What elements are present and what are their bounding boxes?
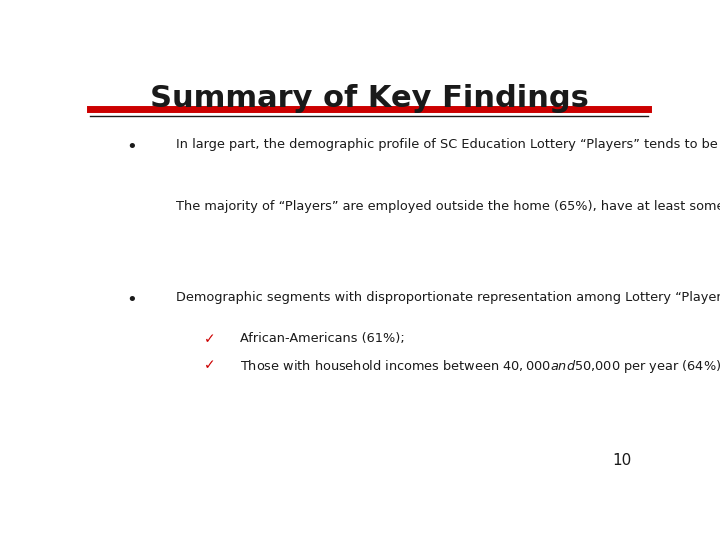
Text: •: • (127, 292, 138, 309)
Text: Those with household incomes between $40,000 and $50,000 per year (64%), between: Those with household incomes between $40… (240, 358, 720, 375)
Text: Demographic segments with disproportionate representation among Lottery “Players: Demographic segments with disproportiona… (176, 292, 720, 305)
Text: Summary of Key Findings: Summary of Key Findings (150, 84, 588, 112)
Text: 10: 10 (612, 453, 631, 468)
Text: ✓: ✓ (204, 332, 216, 346)
Text: The majority of “Players” are employed outside the home (65%), have at least som: The majority of “Players” are employed o… (176, 200, 720, 213)
Text: African-Americans (61%);: African-Americans (61%); (240, 332, 405, 345)
Text: ✓: ✓ (204, 358, 216, 372)
Text: •: • (127, 138, 138, 156)
Text: In large part, the demographic profile of SC Education Lottery “Players” tends t: In large part, the demographic profile o… (176, 138, 720, 151)
